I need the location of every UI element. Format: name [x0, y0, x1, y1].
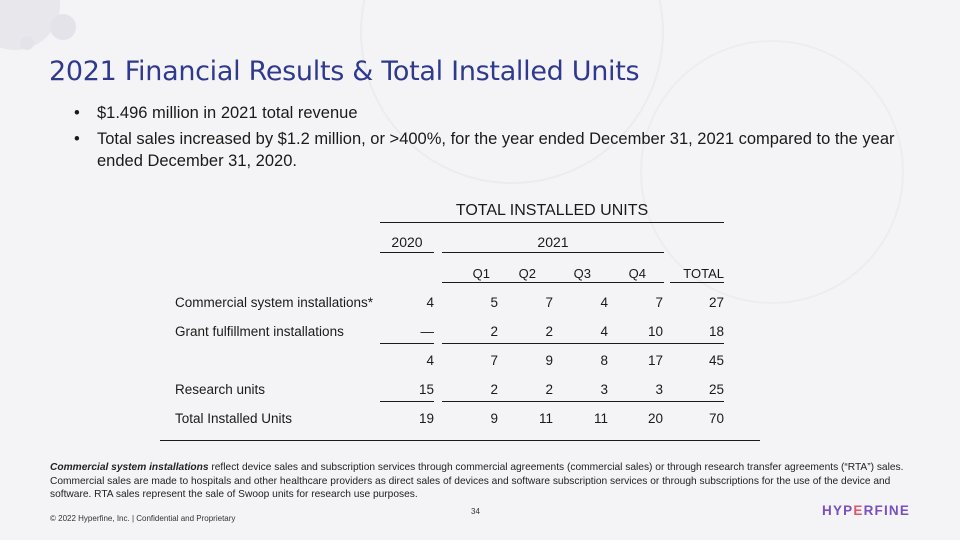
cell-q2: 11 [538, 411, 553, 426]
column-header-total: TOTAL [683, 266, 724, 281]
bullet-marker: • [74, 104, 80, 122]
column-header-q4: Q4 [628, 266, 646, 281]
table-title: TOTAL INSTALLED UNITS [380, 202, 724, 223]
cell-q4: 7 [655, 295, 663, 310]
footnote: Commercial system installations reflect … [50, 461, 920, 502]
table-row: Total Installed Units 19 9 11 11 20 70 [160, 411, 760, 433]
cell-total: 45 [708, 353, 724, 368]
cell-q1: 2 [490, 382, 498, 397]
cell-q2: 9 [545, 353, 553, 368]
column-header-q3: Q3 [573, 266, 591, 281]
hyperfine-logo: HYPERFINE [822, 503, 910, 518]
row-label: Research units [175, 382, 266, 397]
cell-q4: 3 [655, 382, 663, 397]
cell-total: 25 [708, 382, 724, 397]
bullet-marker: • [74, 130, 80, 148]
cell-q1: 5 [490, 295, 498, 310]
header-underline [670, 282, 724, 283]
cell-q3: 8 [600, 353, 608, 368]
cell-q2: 2 [545, 382, 553, 397]
cell-q2: 2 [545, 324, 553, 339]
footnote-text: reflect device sales and subscription se… [50, 462, 904, 500]
total-line [442, 401, 724, 402]
subtotal-line [380, 343, 434, 344]
cell-q1: 2 [490, 324, 498, 339]
bullet-text: $1.496 million in 2021 total revenue [97, 104, 358, 122]
column-header-q1: Q1 [472, 266, 490, 281]
table-row: Grant fulfillment installations — 2 2 4 … [160, 324, 760, 346]
row-label: Total Installed Units [175, 411, 293, 426]
logo-accent: E [853, 503, 864, 518]
cell-q4: 20 [647, 411, 663, 426]
cell-q4: 17 [647, 353, 663, 368]
cell-2020: 15 [418, 382, 434, 397]
header-underline [442, 282, 664, 283]
decorative-circle [20, 36, 34, 50]
bullet-list: • $1.496 million in 2021 total revenue • T… [60, 102, 920, 176]
bullet-item: • $1.496 million in 2021 total revenue [60, 102, 920, 124]
page-number: 34 [471, 507, 480, 516]
page-title: 2021 Financial Results & Total Installed… [49, 56, 640, 87]
cell-q3: 11 [593, 411, 608, 426]
cell-total: 18 [708, 324, 724, 339]
bullet-text: Total sales increased by $1.2 million, o… [97, 130, 895, 170]
logo-part: RFINE [863, 503, 911, 518]
footnote-lead: Commercial system installations [50, 462, 209, 473]
copyright: © 2022 Hyperfine, Inc. | Confidential an… [50, 514, 236, 523]
logo-part: HYP [822, 503, 854, 518]
year-2020-header: 2020 [380, 234, 434, 253]
table-bottom-line [160, 440, 760, 441]
year-2021-header: 2021 [442, 234, 664, 253]
cell-q4: 10 [647, 324, 663, 339]
bullet-item: • Total sales increased by $1.2 million, … [60, 128, 920, 172]
row-label: Grant fulfillment installations [175, 324, 344, 339]
table-row: 4 7 9 8 17 45 [160, 353, 760, 375]
cell-total: 27 [708, 295, 724, 310]
row-label: Commercial system installations* [175, 295, 374, 310]
cell-q1: 9 [490, 411, 498, 426]
table-row: Research units 15 2 2 3 3 25 [160, 382, 760, 404]
cell-2020: 4 [426, 353, 434, 368]
decorative-ring [640, 40, 904, 304]
cell-q1: 7 [490, 353, 498, 368]
cell-q3: 3 [600, 382, 608, 397]
cell-2020: 4 [426, 295, 434, 310]
cell-total: 70 [708, 411, 724, 426]
cell-2020: — [420, 324, 435, 339]
cell-q3: 4 [600, 295, 608, 310]
subtotal-line [442, 343, 724, 344]
table-row: Commercial system installations* 4 5 7 4… [160, 295, 760, 317]
total-line [380, 401, 434, 402]
column-header-q2: Q2 [518, 266, 536, 281]
cell-2020: 19 [418, 411, 434, 426]
decorative-circle [50, 14, 76, 40]
cell-q3: 4 [600, 324, 608, 339]
cell-q2: 7 [545, 295, 553, 310]
